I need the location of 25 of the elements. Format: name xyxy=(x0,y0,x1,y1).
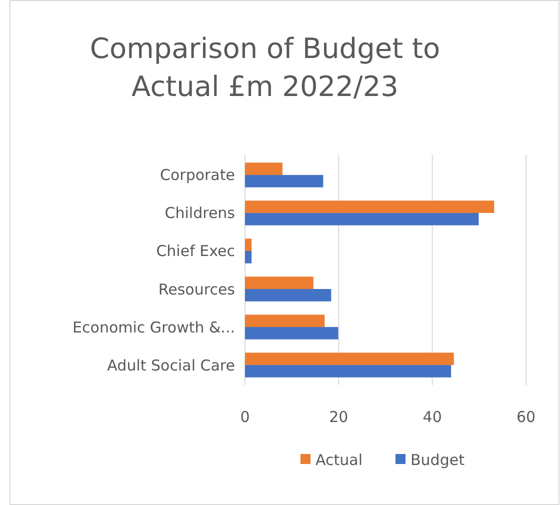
bar xyxy=(245,289,332,302)
chart-title: Comparison of Budget to Actual £m 2022/23 xyxy=(90,32,440,103)
bar xyxy=(245,314,325,328)
bar xyxy=(245,276,314,290)
x-tick-label: 20 xyxy=(329,408,348,426)
y-tick-label: Adult Social Care xyxy=(107,356,235,374)
x-tick-label: 60 xyxy=(516,408,536,426)
bar xyxy=(245,327,338,340)
bar xyxy=(245,200,494,213)
bar xyxy=(245,238,252,251)
legend-label: Budget xyxy=(410,451,465,469)
bar xyxy=(245,162,282,175)
bar xyxy=(245,352,454,366)
bar xyxy=(245,365,452,378)
y-tick-label: Childrens xyxy=(164,204,236,222)
bar xyxy=(245,212,479,226)
y-tick-label: Chief Exec xyxy=(156,242,235,260)
y-tick-label: Economic Growth &... xyxy=(72,318,235,336)
bar xyxy=(245,174,324,188)
y-tick-label: Resources xyxy=(158,280,236,298)
x-tick-label: 0 xyxy=(240,408,250,426)
bar xyxy=(245,250,252,264)
legend-label: Actual xyxy=(316,451,362,469)
y-tick-label: Corporate xyxy=(160,166,235,184)
x-tick-label: 40 xyxy=(422,408,442,426)
